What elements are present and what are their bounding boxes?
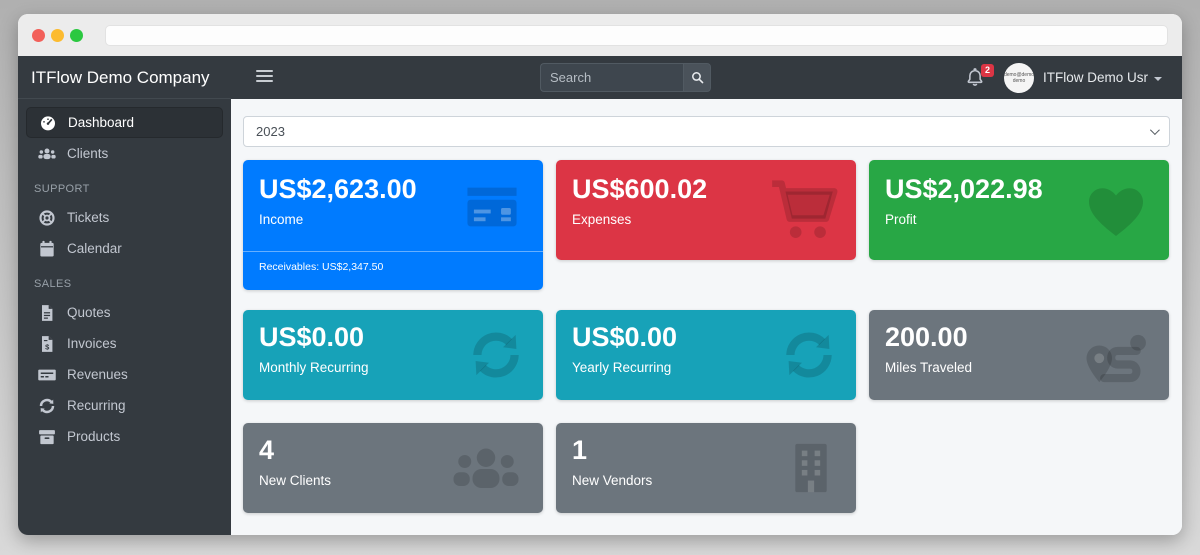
notification-badge: 2 — [980, 63, 994, 77]
file-invoice-dollar-icon: $ — [37, 334, 57, 354]
sync-icon — [786, 332, 832, 378]
yearly-recurring-label: Yearly Recurring — [572, 360, 672, 375]
sidebar-item-quotes[interactable]: Quotes — [26, 297, 223, 328]
miles-traveled-card: 200.00 Miles Traveled — [869, 310, 1169, 400]
income-receivables: Receivables: US$2,347.50 — [259, 261, 384, 273]
user-name-label: ITFlow Demo Usr — [1042, 70, 1148, 85]
sidebar-item-products[interactable]: Products — [26, 421, 223, 452]
credit-card-icon — [467, 187, 517, 227]
notifications-button[interactable]: 2 — [964, 63, 994, 90]
monthly-recurring-value: US$0.00 — [259, 322, 365, 352]
svg-text:$: $ — [45, 342, 50, 351]
profit-label: Profit — [885, 212, 917, 227]
new-clients-label: New Clients — [259, 473, 332, 488]
user-menu[interactable]: ITFlow Demo Usr — [1043, 70, 1162, 85]
sidebar-item-label: Recurring — [67, 398, 126, 413]
sidebar-item-label: Calendar — [67, 241, 122, 256]
sidebar-item-label: Products — [67, 429, 121, 444]
miles-traveled-label: Miles Traveled — [885, 360, 973, 375]
archive-box-icon — [37, 427, 57, 447]
file-lines-icon — [37, 303, 57, 323]
bell-icon — [967, 67, 983, 86]
maximize-window-button[interactable] — [70, 28, 83, 42]
chevron-down-icon — [1149, 125, 1160, 136]
caret-down-icon — [1154, 76, 1162, 81]
search-button[interactable] — [683, 63, 711, 92]
sidebar-section-support: SUPPORT — [34, 183, 90, 195]
avatar-text: demo@demo — [1003, 71, 1034, 78]
user-avatar[interactable]: demo@demo demo — [1003, 62, 1034, 93]
sidebar-item-label: Dashboard — [68, 115, 135, 130]
menu-toggle-button[interactable] — [256, 70, 273, 85]
expenses-card: US$600.02 Expenses — [556, 160, 856, 260]
sidebar-nav: Dashboard Clients SUPPORT — [18, 99, 231, 452]
dashboard-content: 2023 US$2,623.00 Income — [231, 99, 1182, 535]
users-icon — [453, 448, 519, 488]
sidebar-item-label: Clients — [67, 146, 109, 161]
users-icon — [37, 144, 57, 164]
shopping-cart-icon — [772, 180, 838, 238]
sync-icon — [473, 332, 519, 378]
sidebar-item-tickets[interactable]: Tickets — [26, 202, 223, 233]
yearly-recurring-value: US$0.00 — [572, 322, 678, 352]
sync-icon — [37, 396, 57, 416]
sidebar-item-invoices[interactable]: $ Invoices — [26, 328, 223, 359]
money-check-icon — [37, 365, 57, 385]
sidebar-item-label: Invoices — [67, 336, 117, 351]
cards-row-1: US$2,623.00 Income Receivables: US$2,347… — [243, 160, 1170, 290]
profit-value: US$2,022.98 — [885, 174, 1043, 204]
sidebar-item-calendar[interactable]: Calendar — [26, 233, 223, 264]
browser-titlebar — [18, 14, 1182, 56]
sidebar-section-sales: SALES — [34, 278, 72, 290]
sidebar-item-dashboard[interactable]: Dashboard — [26, 107, 223, 138]
heart-icon — [1089, 188, 1143, 236]
sidebar-item-recurring[interactable]: Recurring — [26, 390, 223, 421]
profit-card: US$2,022.98 Profit — [869, 160, 1169, 260]
yearly-recurring-card: US$0.00 Yearly Recurring — [556, 310, 856, 400]
window-controls — [18, 28, 97, 42]
browser-window: ITFlow Demo Company Dashboard — [18, 14, 1182, 535]
sidebar-item-label: Quotes — [67, 305, 111, 320]
new-clients-value: 4 — [259, 435, 275, 465]
expenses-value: US$600.02 — [572, 174, 708, 204]
route-icon — [1086, 334, 1146, 383]
sidebar-item-label: Tickets — [67, 210, 110, 225]
sidebar: ITFlow Demo Company Dashboard — [18, 56, 231, 535]
search-icon — [691, 72, 703, 84]
income-card: US$2,623.00 Income Receivables: US$2,347… — [243, 160, 543, 290]
minimize-window-button[interactable] — [51, 28, 64, 42]
cards-row-3: 4 New Clients 1 New Vendors — [243, 423, 1170, 513]
cards-row-2: US$0.00 Monthly Recurring US$0.00 Yearly… — [243, 310, 1170, 400]
search-box — [540, 63, 711, 92]
navbar-right: 2 demo@demo demo ITFlow Demo Usr — [964, 56, 1162, 99]
building-icon — [795, 443, 827, 493]
close-window-button[interactable] — [32, 28, 45, 42]
top-navbar: 2 demo@demo demo ITFlow Demo Usr — [231, 56, 1182, 99]
miles-traveled-value: 200.00 — [885, 322, 968, 352]
avatar-text: demo — [1012, 77, 1026, 84]
new-vendors-label: New Vendors — [572, 473, 653, 488]
new-vendors-card: 1 New Vendors — [556, 423, 856, 513]
income-label: Income — [259, 212, 304, 227]
income-value: US$2,623.00 — [259, 174, 417, 204]
dashboard-icon — [38, 113, 58, 133]
sidebar-item-label: Revenues — [67, 367, 128, 382]
main-area: 2 demo@demo demo ITFlow Demo Usr 2023 — [231, 56, 1182, 535]
app-frame: ITFlow Demo Company Dashboard — [18, 56, 1182, 535]
new-vendors-value: 1 — [572, 435, 588, 465]
card-divider — [243, 251, 543, 252]
monthly-recurring-label: Monthly Recurring — [259, 360, 369, 375]
year-select[interactable]: 2023 — [243, 116, 1170, 147]
calendar-icon — [37, 239, 57, 259]
url-bar[interactable] — [105, 24, 1168, 46]
search-input[interactable] — [540, 63, 683, 92]
sidebar-item-revenues[interactable]: Revenues — [26, 359, 223, 390]
monthly-recurring-card: US$0.00 Monthly Recurring — [243, 310, 543, 400]
year-select-value: 2023 — [256, 124, 285, 139]
life-ring-icon — [37, 208, 57, 228]
new-clients-card: 4 New Clients — [243, 423, 543, 513]
company-brand[interactable]: ITFlow Demo Company — [18, 56, 231, 99]
sidebar-item-clients[interactable]: Clients — [26, 138, 223, 169]
expenses-label: Expenses — [572, 212, 632, 227]
